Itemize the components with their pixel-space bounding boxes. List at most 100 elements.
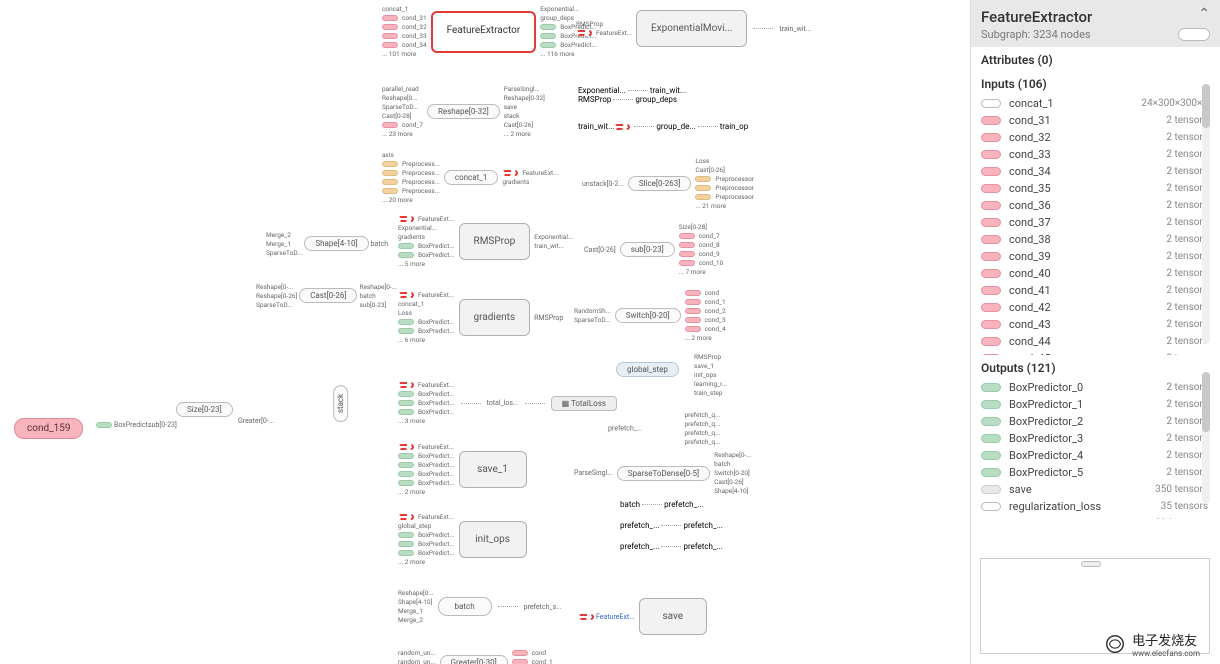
node-size[interactable]: Size[0-23] <box>176 402 233 417</box>
inspector-sidebar: FeatureExtractor Subgraph: 3234 nodes ⌃ … <box>970 0 1220 664</box>
io-name: save <box>1009 483 1155 496</box>
io-name: concat_1 <box>1009 97 1141 110</box>
io-name: gradients <box>1009 517 1155 519</box>
io-item[interactable]: cond_332 tensors <box>981 146 1216 163</box>
mini-flow-batch: batchprefetch_... prefetch_...prefetch_.… <box>620 500 723 551</box>
node-global-step[interactable]: global_step <box>616 362 679 377</box>
node-rmsprop[interactable]: FeatureExt... Exponential... gradients B… <box>398 214 573 269</box>
mini-flow-expmov: Exponential...train_wit... RMSPropgroup_… <box>578 86 748 131</box>
collapse-icon[interactable]: ⌃ <box>1198 6 1210 22</box>
node-feature-extractor[interactable]: concat_1 cond_31 cond_32 cond_33 cond_34… <box>382 4 597 59</box>
node-sub[interactable]: Cast[0-26] sub[0-23] Size[0-28] cond_7 c… <box>584 222 723 277</box>
sidebar-title: FeatureExtractor <box>981 8 1210 26</box>
io-item[interactable]: cond_352 tensors <box>981 180 1216 197</box>
io-name: BoxPredictor_2 <box>1009 415 1166 428</box>
node-reshape[interactable]: parallel_read Reshape[0... SparseToD... … <box>382 84 545 139</box>
node-prefetch[interactable]: prefetch_... prefetch_q... prefetch_q...… <box>608 410 720 447</box>
graph-canvas[interactable]: cond_159 BoxPredict... sub[0-23] Size[0-… <box>0 0 970 664</box>
io-item[interactable]: regularization_loss35 tensors <box>981 498 1216 515</box>
io-name: cond_33 <box>1009 148 1166 161</box>
inputs-scrollbar[interactable] <box>1202 84 1210 344</box>
io-chip <box>981 252 1001 261</box>
io-item[interactable]: cond_412 tensors <box>981 282 1216 299</box>
io-item[interactable]: cond_322 tensors <box>981 129 1216 146</box>
sidebar-subtitle: Subgraph: 3234 nodes <box>981 28 1210 41</box>
io-chip <box>981 201 1001 210</box>
io-chip <box>981 383 1001 392</box>
node-exponential-moving[interactable]: RMSProp FeatureExt... ExponentialMovi...… <box>576 10 811 47</box>
io-name: cond_35 <box>1009 182 1166 195</box>
io-name: cond_32 <box>1009 131 1166 144</box>
node-save-1[interactable]: FeatureExt... BoxPredict... BoxPredict..… <box>398 442 527 497</box>
node-shape[interactable]: Merge_2 Merge_1 SparseToD... Shape[4-10]… <box>266 230 388 258</box>
io-item[interactable]: cond_342 tensors <box>981 163 1216 180</box>
io-item[interactable]: cond_372 tensors <box>981 214 1216 231</box>
io-chip <box>981 400 1001 409</box>
io-chip <box>981 417 1001 426</box>
node-save[interactable]: FeatureExt... save <box>578 598 707 635</box>
io-item[interactable]: cond_422 tensors <box>981 299 1216 316</box>
io-chip <box>981 133 1001 142</box>
node-greater[interactable]: random_un... random_un... random_un... G… <box>398 648 553 664</box>
node-cond-159[interactable]: cond_159 <box>14 418 83 439</box>
edge-label: Greater[0-... <box>238 417 274 425</box>
io-item[interactable]: cond_382 tensors <box>981 231 1216 248</box>
io-chip <box>981 99 1001 108</box>
io-item[interactable]: concat_124×300×300×3 <box>981 95 1216 112</box>
io-item[interactable]: save350 tensors <box>981 481 1216 498</box>
io-name: cond_40 <box>1009 267 1166 280</box>
io-name: cond_41 <box>1009 284 1166 297</box>
watermark: 电子发烧友 www.elecfans.com <box>1104 630 1200 658</box>
outputs-scrollbar[interactable] <box>1202 372 1210 504</box>
io-chip <box>981 303 1001 312</box>
inputs-heading: Inputs (106) <box>971 71 1220 95</box>
inputs-list[interactable]: concat_124×300×300×3cond_312 tensorscond… <box>971 95 1220 355</box>
io-name: cond_31 <box>1009 114 1166 127</box>
io-chip <box>981 337 1001 346</box>
io-chip <box>981 184 1001 193</box>
outputs-heading: Outputs (121) <box>971 355 1220 379</box>
outputs-list[interactable]: BoxPredictor_02 tensorsBoxPredictor_12 t… <box>971 379 1220 519</box>
node-switch[interactable]: RandomSh... SparseToD... Switch[0-20] co… <box>574 288 726 343</box>
io-chip <box>981 269 1001 278</box>
node-shape-badge <box>1178 28 1210 41</box>
sidebar-header: FeatureExtractor Subgraph: 3234 nodes ⌃ <box>971 0 1220 47</box>
io-chip <box>981 235 1001 244</box>
io-item[interactable]: BoxPredictor_52 tensors <box>981 464 1216 481</box>
io-name: regularization_loss <box>1009 500 1161 513</box>
node-totalloss[interactable]: FeatureExt... BoxPredict... BoxPredict..… <box>398 380 617 426</box>
attributes-heading: Attributes (0) <box>971 47 1220 71</box>
node-batch[interactable]: Reshape[0... Shape[4-10] Merge_1 Merge_2… <box>398 588 562 625</box>
io-item[interactable]: BoxPredictor_32 tensors <box>981 430 1216 447</box>
io-item[interactable]: BoxPredictor_22 tensors <box>981 413 1216 430</box>
io-item[interactable]: cond_362 tensors <box>981 197 1216 214</box>
io-item[interactable]: cond_442 tensors <box>981 333 1216 350</box>
io-item[interactable]: gradients334 tensors <box>981 515 1216 519</box>
io-item[interactable]: cond_452 tensors <box>981 350 1216 355</box>
node-stack[interactable]: stack <box>333 385 348 422</box>
io-item[interactable]: BoxPredictor_42 tensors <box>981 447 1216 464</box>
io-chip <box>981 468 1001 477</box>
io-name: cond_37 <box>1009 216 1166 229</box>
io-chip <box>981 286 1001 295</box>
node-cast[interactable]: Reshape[0-... Reshape[0-26] SparseToD...… <box>256 282 397 310</box>
io-chip <box>981 354 1001 355</box>
edge-label: sub[0-23] <box>148 421 177 429</box>
io-item[interactable]: BoxPredictor_02 tensors <box>981 379 1216 396</box>
node-sparse[interactable]: ParseSingl... SparseToDense[0-5] Reshape… <box>574 450 751 496</box>
io-chip <box>981 167 1001 176</box>
io-name: cond_43 <box>1009 318 1166 331</box>
node-slice[interactable]: unstack[0-2... Slice[0-263] Loss Cast[0-… <box>582 156 754 211</box>
io-item[interactable]: cond_312 tensors <box>981 112 1216 129</box>
io-name: cond_36 <box>1009 199 1166 212</box>
io-item[interactable]: BoxPredictor_12 tensors <box>981 396 1216 413</box>
io-item[interactable]: cond_402 tensors <box>981 265 1216 282</box>
io-item[interactable]: cond_432 tensors <box>981 316 1216 333</box>
io-item[interactable]: cond_392 tensors <box>981 248 1216 265</box>
io-chip <box>981 451 1001 460</box>
node-init-ops[interactable]: FeatureExt... global_step BoxPredict... … <box>398 512 527 567</box>
io-name: cond_45 <box>1009 352 1166 355</box>
node-concat-1[interactable]: axis Preprocess... Preprocess... Preproc… <box>382 150 558 205</box>
node-gradients[interactable]: FeatureExt... concat_1 Loss BoxPredict..… <box>398 290 563 345</box>
io-chip <box>981 150 1001 159</box>
